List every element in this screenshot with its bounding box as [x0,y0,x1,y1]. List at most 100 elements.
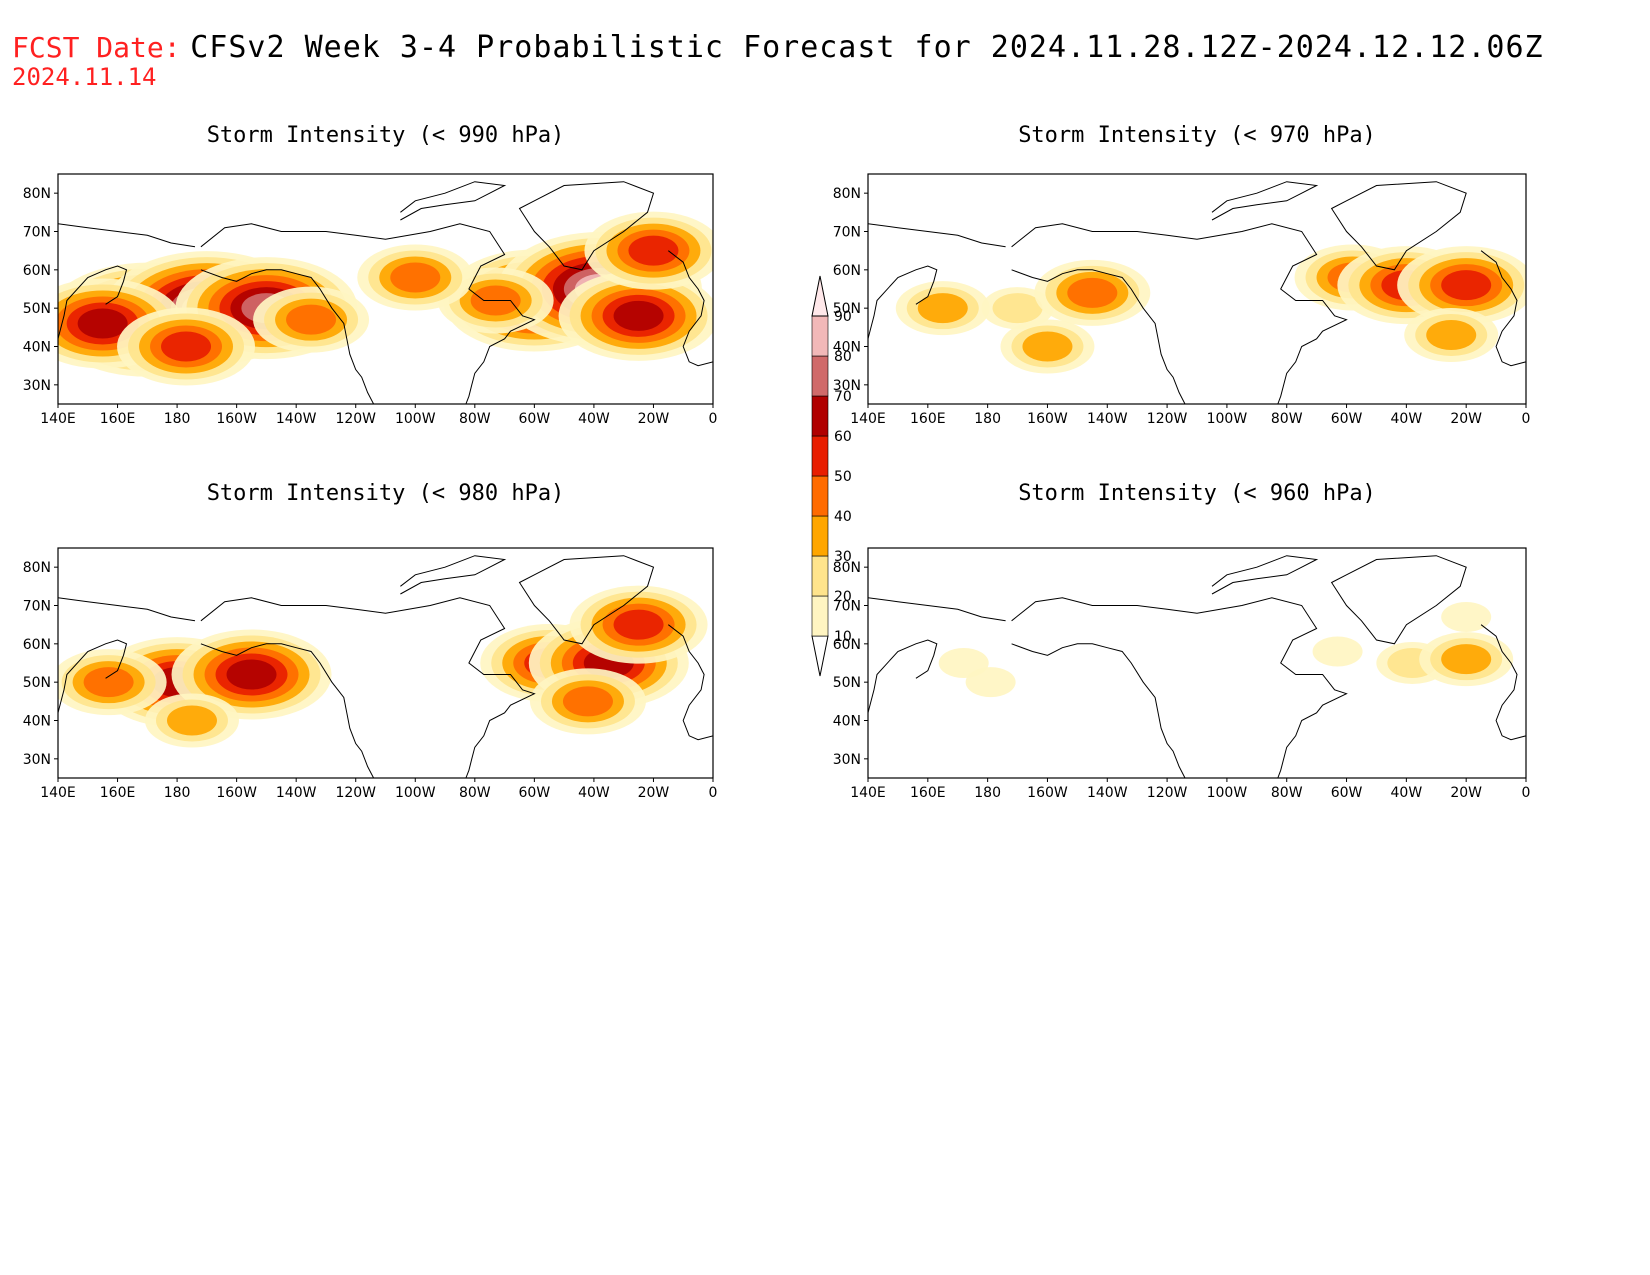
fcst-date-label: FCST Date: [12,31,181,64]
coastline-1 [1011,269,1186,404]
map-frame [57,173,714,405]
prob-contour-level-4 [1067,277,1118,308]
lon-label: 160W [216,785,257,801]
lat-label: 30N [23,378,51,394]
prob-contour-level-3 [166,705,217,736]
colorbar-label: 70 [834,389,852,405]
coastline-6 [400,555,507,595]
colorbar-segment [811,355,829,397]
map-panel-p990: 80N 70N 60N 50N 40N 30N 140E 160E 180 160W 140W 120… [23,173,718,427]
prob-contour-level-3 [1022,331,1073,362]
colorbar-label: 10 [834,629,852,645]
coastline-3 [868,597,1006,622]
lon-label: 60W [1331,785,1363,801]
panel-title-970: Storm Intensity (< 970 hPa) [1018,123,1376,148]
lon-label: 100W [1207,411,1248,427]
map-frame [57,547,714,779]
coastline-4 [518,181,655,271]
lon-label: 120W [335,411,376,427]
lon-label: 160E [100,411,136,427]
prob-contour-level-5 [628,235,679,266]
probability-field [58,585,708,748]
coastline-6 [400,181,507,221]
lon-label: 80W [459,785,491,801]
coastlines [58,181,713,404]
lon-label: 160E [910,785,946,801]
coastline-0 [1011,597,1348,778]
coastline-1 [1011,643,1186,778]
prob-contour-level-4 [286,304,337,335]
colorbar-label: 30 [834,549,852,565]
lat-label: 60N [833,637,861,653]
lat-label: 80N [23,560,51,576]
panel-title-960: Storm Intensity (< 960 hPa) [1018,481,1376,506]
coastline-6 [1211,555,1319,595]
prob-contour-level-3 [1441,644,1492,675]
lon-label: 100W [395,785,436,801]
lon-label: 120W [1147,785,1188,801]
lon-label: 160W [216,411,257,427]
coastline-0 [200,223,536,404]
lon-label: 20W [1450,785,1482,801]
coastline-3 [58,597,196,622]
figure-header: FCST Date: CFSv2 Week 3-4 Probabilistic … [12,30,1544,89]
coastline-5 [667,250,713,367]
coastline-4 [1330,181,1467,271]
lon-label: 180 [164,785,191,801]
coastline-3 [868,223,1006,248]
lon-label: 120W [1147,411,1188,427]
lon-label: 140W [1087,785,1128,801]
coastline-4 [518,555,655,645]
colorbar-label: 90 [834,309,852,325]
lon-label: 140W [1087,411,1128,427]
coastline-4 [1330,555,1467,645]
lon-label: 40W [1391,411,1423,427]
colorbar-segment [811,395,829,437]
prob-contour-level-4 [390,262,441,293]
prob-contour-level-2 [992,293,1043,324]
prob-contour-level-1 [1312,636,1363,667]
coastline-2 [868,265,938,339]
panel-title-990: Storm Intensity (< 990 hPa) [206,123,565,148]
lon-label: 20W [1450,411,1482,427]
lat-label: 30N [833,378,861,394]
lat-label: 40N [23,714,51,730]
lat-label: 50N [833,301,861,317]
coastline-6 [1211,181,1319,221]
probability-field [895,244,1526,374]
lon-label: 80W [1271,411,1303,427]
prob-contour-level-4 [83,667,134,698]
lon-label: 160E [100,785,136,801]
lon-label: 60W [1331,411,1363,427]
colorbar-segment [811,595,829,637]
fcst-date-value: 2024.11.14 [12,63,157,91]
colorbar-segment [811,555,829,597]
coastline-5 [1480,250,1526,367]
colorbar-label: 40 [834,509,852,525]
map-panel-p980: 80N 70N 60N 50N 40N 30N 140E 160E 180 160W 140W 120… [23,547,717,801]
prob-contour-level-4 [562,686,613,717]
lat-label: 50N [23,675,51,691]
colorbar-label: 60 [834,429,852,445]
lon-label: 20W [638,411,670,427]
prob-contour-level-6 [226,659,277,690]
lon-label: 180 [164,411,191,427]
figure-title: CFSv2 Week 3-4 Probabilistic Forecast fo… [190,30,1544,65]
lon-label: 0 [709,411,718,427]
lon-label: 40W [578,411,610,427]
coastline-0 [1011,223,1348,404]
probability-field [938,602,1514,698]
lat-label: 70N [23,599,51,615]
lat-label: 80N [833,560,861,576]
lat-label: 80N [833,186,861,202]
lon-label: 80W [1271,785,1303,801]
lat-label: 80N [23,186,51,202]
map-frame [867,173,1527,405]
lon-label: 160W [1027,411,1068,427]
map-panel-p960: 80N 70N 60N 50N 40N 30N 140E 160E 180 160W 140W 120… [833,547,1530,801]
lon-label: 140W [276,785,317,801]
prob-contour-level-5 [161,331,212,362]
lon-label: 140E [850,785,886,801]
colorbar-label: 20 [834,589,852,605]
lat-label: 60N [833,263,861,279]
